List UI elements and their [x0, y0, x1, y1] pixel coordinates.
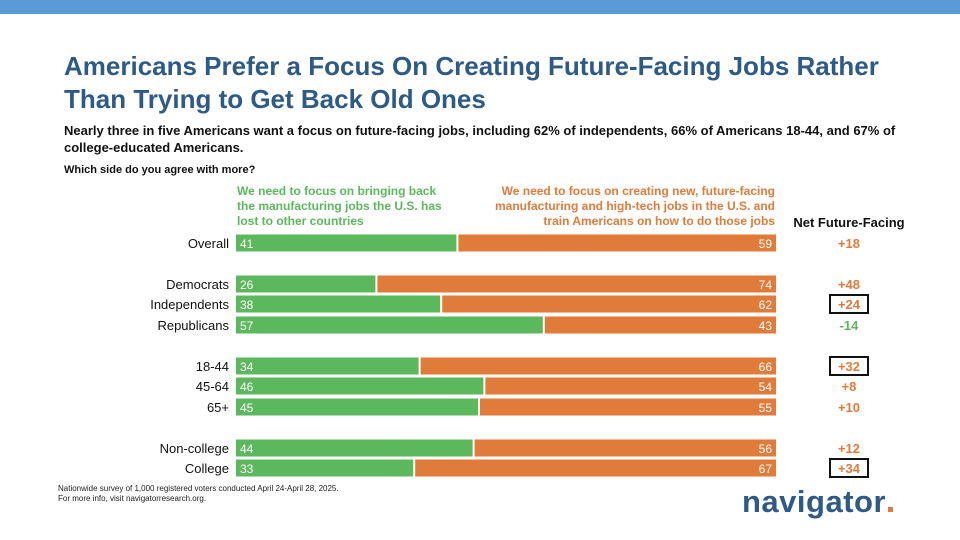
category-label: Overall [188, 236, 229, 251]
value-label-future-facing: 59 [759, 237, 773, 251]
legend-bring-back: We need to focus on bringing back the ma… [237, 184, 442, 228]
footnote: Nationwide survey of 1,000 registered vo… [58, 484, 339, 504]
category-label: 18-44 [196, 359, 229, 374]
category-label: College [185, 461, 229, 476]
value-label-bring-back: 38 [240, 298, 254, 312]
net-value-label: -14 [840, 318, 860, 333]
navigator-logo: navigator [742, 484, 894, 520]
bar-bring-back [236, 439, 473, 457]
net-highlight-box [829, 356, 869, 376]
logo-text: navigator [742, 484, 887, 519]
value-label-future-facing: 43 [759, 319, 773, 333]
value-label-future-facing: 56 [759, 442, 773, 456]
value-label-bring-back: 33 [240, 462, 254, 476]
net-value-label: +32 [838, 359, 860, 374]
bar-future-facing [377, 275, 776, 293]
net-value-label: +24 [838, 297, 861, 312]
footnote-survey: Nationwide survey of 1,000 registered vo… [58, 484, 339, 493]
net-value-label: +18 [838, 236, 860, 251]
value-label-bring-back: 41 [240, 237, 254, 251]
bar-future-facing [480, 398, 776, 416]
value-label-future-facing: 74 [759, 278, 773, 292]
bar-future-facing [442, 295, 776, 313]
bar-bring-back [236, 234, 457, 252]
net-value-label: +10 [838, 400, 860, 415]
slide-subtitle: Nearly three in five Americans want a fo… [64, 123, 896, 155]
bar-future-facing [415, 459, 776, 477]
value-label-future-facing: 62 [759, 298, 773, 312]
survey-question: Which side do you agree with more? [64, 164, 256, 176]
bar-bring-back [236, 459, 414, 477]
bar-future-facing [485, 377, 776, 395]
bar-future-facing [544, 316, 776, 334]
bar-bring-back [236, 275, 376, 293]
bar-bring-back [236, 295, 441, 313]
net-value-label: +12 [838, 441, 860, 456]
slide-title: Americans Prefer a Focus On Creating Fut… [64, 51, 879, 114]
category-label: 45-64 [196, 379, 229, 394]
net-highlight-box [829, 294, 869, 314]
category-label: Democrats [166, 277, 229, 292]
footnote-info: For more info, visit navigatorresearch.o… [58, 494, 207, 503]
value-label-bring-back: 45 [240, 401, 254, 415]
value-label-future-facing: 67 [759, 462, 773, 476]
bar-future-facing [420, 357, 776, 375]
bar-bring-back [236, 398, 478, 416]
net-value-label: +48 [838, 277, 860, 292]
value-label-bring-back: 57 [240, 319, 254, 333]
bar-bring-back [236, 316, 543, 334]
value-label-bring-back: 26 [240, 278, 254, 292]
value-label-bring-back: 44 [240, 442, 254, 456]
bar-future-facing [474, 439, 776, 457]
category-label: Independents [150, 297, 229, 312]
net-value-label: +34 [838, 461, 861, 476]
category-label: 65+ [207, 400, 229, 415]
bar-bring-back [236, 377, 484, 395]
net-highlight-box [829, 458, 869, 478]
logo-dot [888, 507, 894, 512]
category-label: Non-college [160, 441, 229, 456]
net-future-facing-header: Net Future-Facing [793, 215, 905, 230]
category-label: Republicans [157, 318, 229, 333]
value-label-future-facing: 66 [759, 360, 773, 374]
bar-future-facing [458, 234, 776, 252]
value-label-bring-back: 34 [240, 360, 254, 374]
legend-future-facing: We need to focus on creating new, future… [494, 184, 775, 228]
value-label-future-facing: 55 [759, 401, 773, 415]
bar-bring-back [236, 357, 419, 375]
value-label-future-facing: 54 [759, 380, 773, 394]
value-label-bring-back: 46 [240, 380, 254, 394]
top-accent-bar [0, 0, 960, 14]
net-value-label: +8 [842, 379, 857, 394]
